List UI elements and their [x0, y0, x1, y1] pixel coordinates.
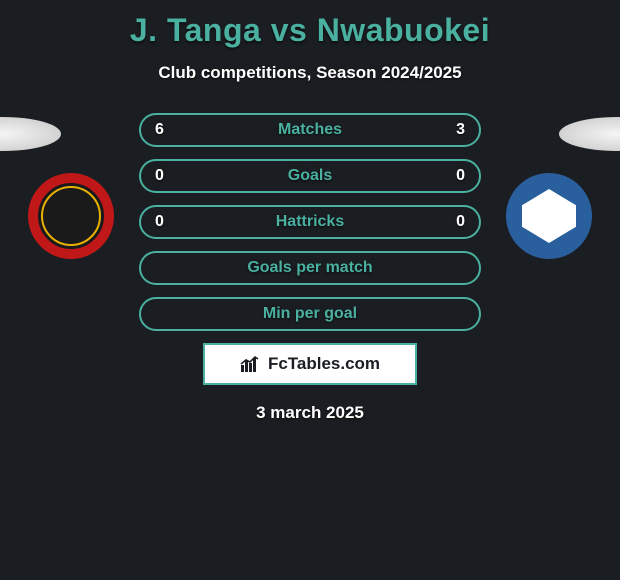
stat-row: Goals per match: [139, 251, 481, 285]
player-photo-right: [559, 117, 620, 151]
stat-value-left: 0: [155, 213, 164, 231]
bar-chart-icon: [240, 355, 262, 373]
stat-row: 0 Hattricks 0: [139, 205, 481, 239]
player-photo-left: [0, 117, 61, 151]
stat-label: Matches: [278, 121, 342, 139]
stat-value-left: 6: [155, 121, 164, 139]
footer-date: 3 march 2025: [0, 403, 620, 423]
brand-text: FcTables.com: [268, 354, 380, 374]
stat-row: 0 Goals 0: [139, 159, 481, 193]
stat-label: Goals per match: [247, 259, 372, 277]
page-title: J. Tanga vs Nwabuokei: [0, 0, 620, 49]
stat-value-right: 0: [456, 167, 465, 185]
stat-label: Min per goal: [263, 305, 357, 323]
stats-rows: 6 Matches 3 0 Goals 0 0 Hattricks 0 Goal…: [139, 113, 481, 331]
club-badge-left: [28, 173, 114, 259]
club-badge-right: [506, 173, 592, 259]
stat-label: Hattricks: [276, 213, 344, 231]
stat-value-right: 0: [456, 213, 465, 231]
stat-row: Min per goal: [139, 297, 481, 331]
stat-row: 6 Matches 3: [139, 113, 481, 147]
stat-value-right: 3: [456, 121, 465, 139]
page-subtitle: Club competitions, Season 2024/2025: [0, 63, 620, 83]
stat-label: Goals: [288, 167, 332, 185]
comparison-area: 6 Matches 3 0 Goals 0 0 Hattricks 0 Goal…: [0, 113, 620, 423]
brand-box: FcTables.com: [203, 343, 417, 385]
stat-value-left: 0: [155, 167, 164, 185]
